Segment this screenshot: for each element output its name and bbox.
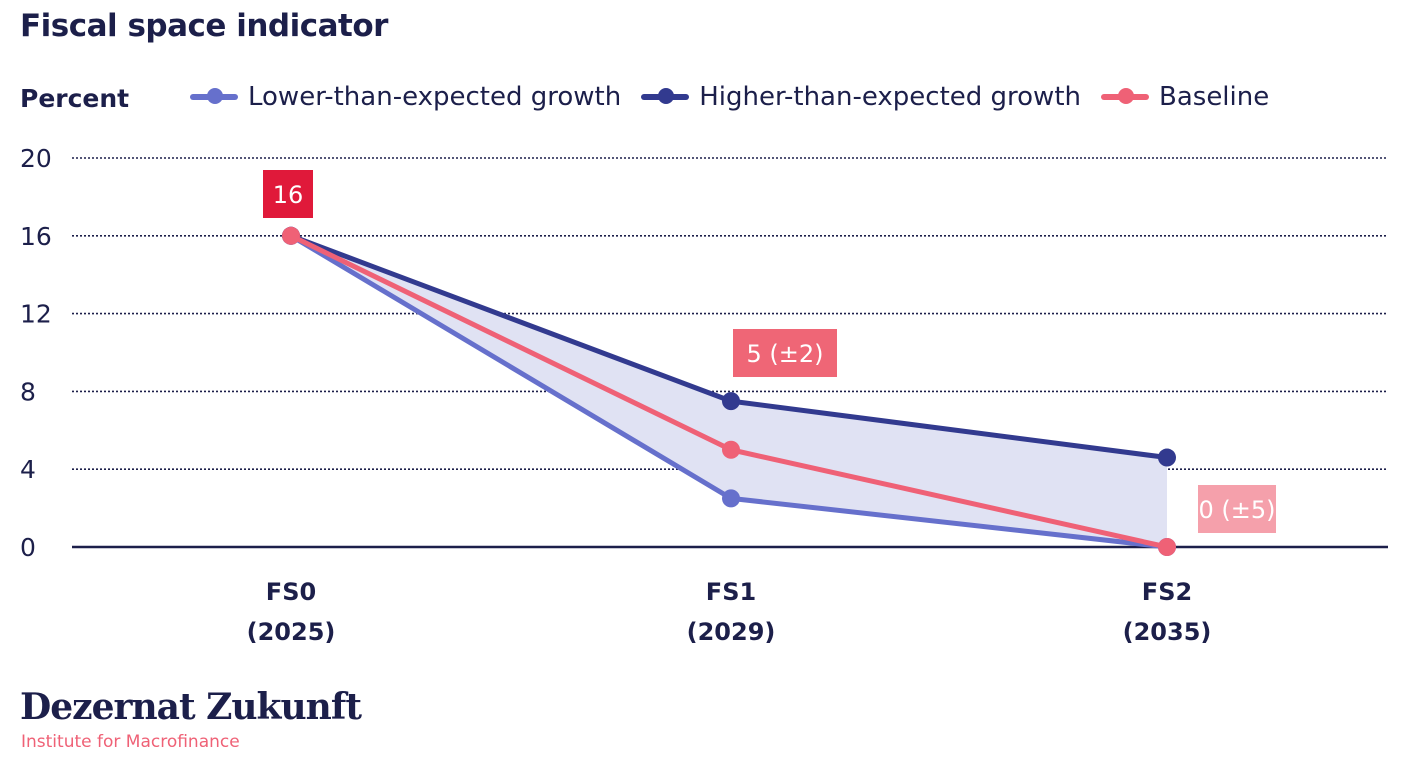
- uncertainty-band: [291, 235, 1167, 548]
- y-axis-label: Percent: [20, 84, 130, 113]
- legend: Lower-than-expected growth Higher-than-e…: [190, 82, 1269, 112]
- chart-plot: 0 4 8 12 16 20 FS0 (2025) FS1 (2029) FS2 (2035) 16 5 …: [20, 144, 1388, 646]
- legend-item-higher: Higher-than-expected growth: [641, 82, 1081, 112]
- data-point-1-1: [722, 392, 740, 411]
- x-tick-sublabel: (2029): [687, 618, 776, 646]
- legend-label: Baseline: [1159, 82, 1270, 112]
- data-label-box: [263, 170, 313, 218]
- logo-subtitle: Institute for Macrofinance: [21, 732, 240, 752]
- y-tick-label: 0: [20, 533, 36, 562]
- x-tick-sublabel: (2025): [247, 618, 336, 646]
- data-label: 0 (±5): [1198, 496, 1275, 524]
- legend-swatch-icon: [190, 88, 238, 104]
- data-point-2-1: [722, 440, 740, 459]
- data-label-box: [1198, 485, 1276, 533]
- y-tick-label: 12: [20, 300, 52, 329]
- x-tick-label: FS0: [266, 578, 316, 606]
- data-point-2-0: [282, 226, 300, 245]
- y-tick-label: 4: [20, 455, 36, 484]
- data-label: 16: [273, 181, 304, 209]
- legend-item-lower: Lower-than-expected growth: [190, 82, 621, 112]
- data-point-1-2: [1158, 448, 1176, 467]
- legend-item-baseline: Baseline: [1101, 82, 1269, 112]
- legend-swatch-icon: [641, 88, 690, 104]
- legend-label: Lower-than-expected growth: [248, 82, 622, 112]
- x-tick-sublabel: (2035): [1123, 618, 1212, 646]
- logo: Dezernat Zukunft: [20, 686, 362, 728]
- x-tick-label: FS1: [706, 578, 756, 606]
- data-point-2-2: [1158, 538, 1176, 556]
- chart-title: Fiscal space indicator: [20, 8, 388, 44]
- legend-label: Higher-than-expected growth: [699, 82, 1081, 112]
- data-label-box: [733, 329, 837, 377]
- legend-swatch-icon: [1101, 88, 1149, 104]
- y-tick-label: 20: [20, 144, 52, 173]
- x-tick-label: FS2: [1142, 578, 1192, 606]
- y-tick-label: 16: [20, 222, 52, 251]
- data-label: 5 (±2): [746, 340, 823, 368]
- y-tick-label: 8: [20, 377, 36, 406]
- data-point-0-1: [722, 489, 740, 508]
